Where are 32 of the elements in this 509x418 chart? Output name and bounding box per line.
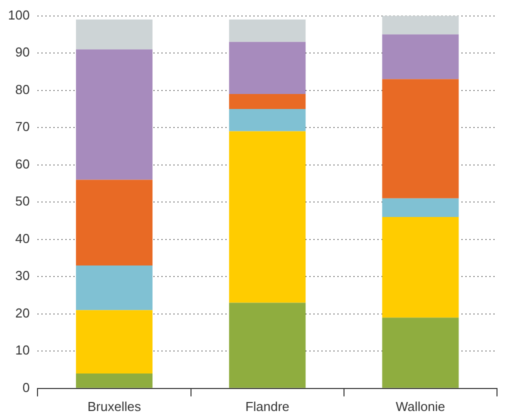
bar (382, 16, 459, 34)
y-tick-label: 20 (15, 305, 30, 320)
x-tick-label: Flandre (245, 398, 290, 414)
x-tick-label: Wallonie (396, 398, 446, 414)
bar (76, 265, 153, 310)
bar (382, 217, 459, 318)
y-tick-label: 30 (15, 268, 30, 284)
y-tick-label: 50 (15, 194, 30, 209)
y-tick-label: 40 (15, 230, 30, 246)
bar (229, 42, 306, 94)
y-tick-label: 70 (15, 119, 30, 134)
y-tick-label: 60 (15, 156, 30, 172)
bar (229, 108, 306, 132)
bar (76, 373, 153, 388)
bar (382, 198, 459, 218)
y-tick-label: 10 (15, 342, 30, 358)
bar (382, 34, 459, 80)
bar (229, 20, 306, 42)
y-tick-label: 80 (15, 82, 30, 97)
y-tick-label: 0 (22, 380, 30, 395)
y-tick-label: 90 (15, 44, 30, 60)
bar (76, 20, 153, 50)
bar (229, 131, 306, 303)
bar (229, 302, 306, 388)
bar (382, 79, 459, 198)
bar (382, 318, 459, 388)
x-tick-label: Bruxelles (88, 398, 142, 414)
y-tick-label: 100 (8, 7, 30, 22)
bar (229, 94, 306, 109)
bar (76, 310, 153, 374)
bar (76, 49, 153, 180)
bar (76, 180, 153, 266)
